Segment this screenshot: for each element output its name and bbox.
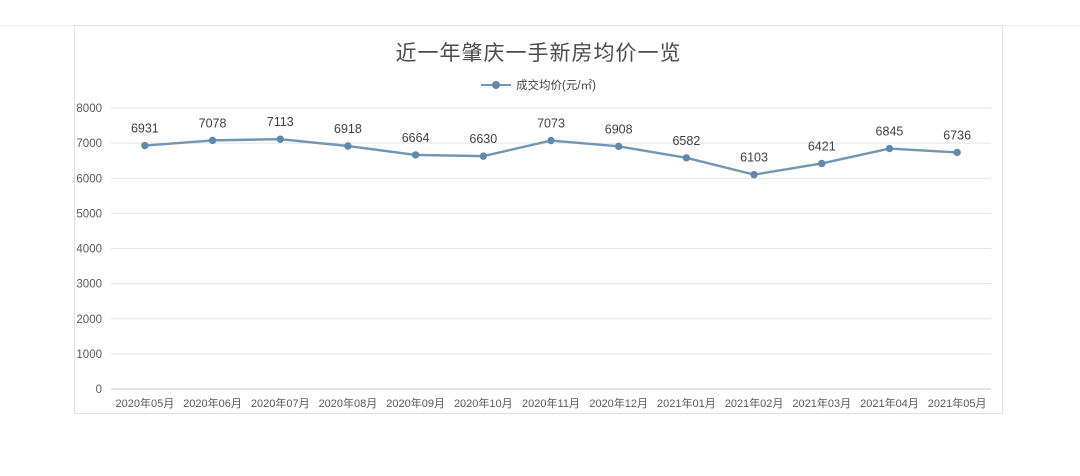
y-tick-label: 0	[96, 384, 102, 396]
x-tick-label: 2020年09月	[386, 396, 445, 410]
legend: 成交均价(元/㎡)	[75, 77, 1002, 93]
x-tick-label: 2020年10月	[454, 396, 513, 410]
data-label: 7113	[267, 115, 294, 129]
y-tick-label: 5000	[76, 208, 102, 220]
data-point-marker	[953, 148, 961, 157]
data-label: 7073	[537, 117, 565, 131]
x-tick-label: 2021年04月	[860, 396, 919, 410]
data-point-marker	[141, 141, 149, 150]
x-tick-label: 2020年05月	[115, 396, 174, 410]
chart-container: 近一年肇庆一手新房均价一览 成交均价(元/㎡) 0 1000 2000 3000 400…	[74, 25, 1003, 414]
data-label: 6845	[876, 125, 904, 139]
data-label: 6908	[605, 122, 633, 136]
y-tick-label: 2000	[76, 314, 102, 326]
y-tick-label: 7000	[76, 138, 102, 150]
data-point-marker	[547, 136, 555, 145]
data-label: 6931	[131, 122, 159, 136]
data-point-marker	[276, 135, 284, 143]
data-point-marker	[614, 142, 623, 151]
data-label: 6918	[334, 122, 362, 136]
x-tick-label: 2021年02月	[725, 396, 784, 410]
x-tick-label: 2021年01月	[657, 396, 716, 410]
legend-dot	[492, 81, 501, 89]
x-tick-label: 2021年05月	[928, 396, 987, 410]
data-point-marker	[818, 159, 826, 168]
data-point-marker	[344, 142, 352, 150]
data-label: 7078	[199, 116, 227, 130]
chart-title: 近一年肇庆一手新房均价一览	[395, 41, 682, 65]
data-point-marker	[479, 152, 488, 160]
x-tick-label: 2020年11月	[522, 396, 580, 410]
line-chart-plot: 0 1000 2000 3000 4000 5000 6000 7000 8000 2020年05…	[76, 103, 991, 410]
y-tick-label: 4000	[76, 244, 102, 256]
legend-line-marker-icon	[481, 81, 512, 89]
x-tick-label: 2021年03月	[792, 396, 851, 410]
data-label: 6582	[672, 134, 700, 148]
y-tick-label: 6000	[76, 173, 102, 185]
x-tick-label: 2020年12月	[589, 396, 648, 410]
x-tick-label: 2020年06月	[183, 396, 242, 410]
data-label: 6421	[808, 139, 836, 153]
y-tick-label: 1000	[76, 349, 102, 361]
legend-label: 成交均价(元/㎡)	[516, 80, 596, 92]
data-label: 6736	[943, 128, 971, 142]
y-tick-label: 3000	[76, 279, 102, 291]
x-tick-label: 2020年07月	[251, 396, 310, 410]
data-label: 6630	[469, 132, 497, 146]
y-tick-label: 8000	[76, 103, 102, 115]
x-tick-label: 2020年08月	[319, 396, 378, 410]
data-label: 6103	[740, 151, 768, 165]
data-point-marker	[750, 170, 758, 179]
data-label: 6664	[402, 131, 430, 145]
data-point-marker	[885, 144, 894, 153]
data-point-marker	[411, 151, 420, 159]
data-point-marker	[682, 154, 691, 162]
data-point-marker	[208, 136, 217, 145]
